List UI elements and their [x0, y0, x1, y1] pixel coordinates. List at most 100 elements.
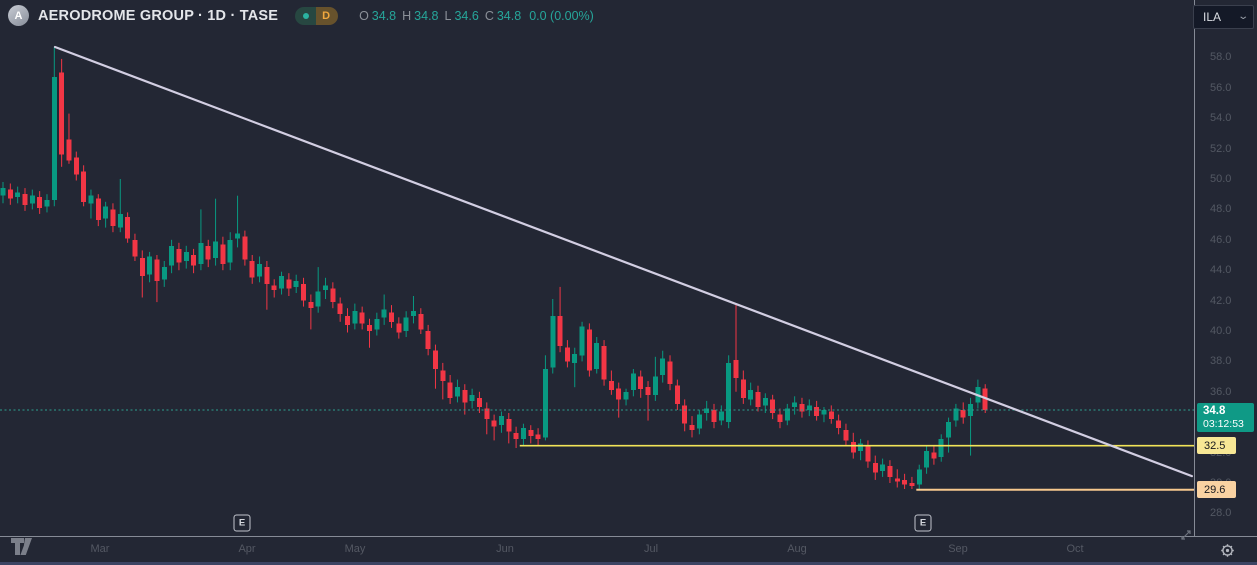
candle-body [696, 414, 702, 429]
candle-body [689, 425, 695, 430]
bar-countdown: 03:12:53 [1203, 417, 1244, 430]
candle-body [638, 376, 644, 389]
candle-body [330, 288, 336, 303]
month-label-apr: Apr [238, 543, 256, 555]
candle-body [828, 411, 834, 420]
earnings-marker[interactable]: E [914, 514, 932, 532]
candle-body [476, 397, 482, 407]
candle-body [718, 411, 724, 421]
candle-body [557, 315, 563, 347]
month-label-jun: Jun [496, 543, 514, 555]
scale-corner-resize-icon[interactable] [1180, 529, 1192, 541]
candle-body [301, 283, 306, 301]
candle-body [293, 280, 299, 287]
candle-body [733, 359, 739, 378]
candle-body [814, 407, 820, 417]
candle-body [22, 194, 28, 205]
candle-body [858, 443, 864, 451]
candle-body [29, 195, 35, 204]
bottom-edge-strip [0, 562, 1257, 565]
month-label-may: May [344, 543, 366, 555]
candle-body [447, 382, 453, 398]
interval-badge[interactable]: D [295, 6, 339, 25]
symbol-title[interactable]: AERODROME GROUP · 1D · TASE [38, 7, 279, 24]
time-scale[interactable]: Mar Apr May Jun Jul Aug Sep Oct [0, 537, 1257, 562]
close-label: C [484, 8, 494, 23]
month-label-jul: Jul [643, 543, 659, 555]
candle-body [220, 244, 226, 265]
candle-body [931, 452, 937, 459]
candle-body [806, 405, 812, 410]
candle-body [315, 291, 321, 307]
candle-body [0, 188, 6, 196]
candle-body [37, 197, 43, 208]
candle-body [73, 157, 79, 175]
symbol-select[interactable]: ILA ⌄ [1193, 5, 1254, 29]
candle-body [792, 402, 798, 407]
candle-body [953, 408, 959, 421]
candle-body [132, 239, 138, 257]
price-tick: 42.0 [1210, 294, 1232, 307]
candle-body [777, 414, 783, 423]
earnings-marker[interactable]: E [233, 514, 251, 532]
candle-body [528, 429, 534, 436]
candle-body [799, 403, 805, 412]
candle-body [909, 483, 915, 486]
candle-body [550, 315, 556, 368]
candle-body [286, 279, 292, 289]
candle-body [630, 373, 636, 391]
candle-body [960, 410, 966, 418]
month-label-oct: Oct [1066, 543, 1084, 555]
candle-body [51, 77, 57, 201]
candle-body [924, 451, 930, 468]
candle-body [95, 198, 101, 220]
low-value: 34.6 [454, 8, 479, 23]
tradingview-logo[interactable] [10, 537, 40, 556]
candle-body [308, 302, 314, 309]
candle-body [938, 438, 944, 458]
close-value: 34.8 [496, 8, 522, 23]
candle-body [7, 189, 13, 199]
candle-body [726, 362, 732, 423]
candle-body [125, 217, 131, 239]
symbol-logo[interactable]: A [8, 5, 29, 26]
candle-body [418, 314, 424, 330]
candle-body [117, 213, 123, 228]
candle-body [440, 370, 446, 382]
candle-body [498, 416, 504, 426]
candle-body [337, 303, 343, 315]
candlestick-chart[interactable] [0, 0, 1194, 537]
candle-body [755, 391, 761, 407]
level-badge-yellow: 32.5 [1197, 437, 1236, 455]
candle-body [711, 410, 717, 423]
candle-body [880, 464, 886, 471]
candle-body [389, 312, 394, 322]
candle-body [784, 408, 790, 421]
candle-body [154, 259, 160, 281]
candle-body [535, 434, 541, 439]
candle-body [147, 256, 153, 275]
ohlc-readout: O 34.8 H 34.8 L 34.6 C 34.8 0.0 (0.00%) [359, 9, 594, 23]
candle-body [740, 379, 746, 398]
candle-body [601, 346, 607, 380]
settings-gear-icon[interactable] [1219, 542, 1236, 564]
high-label: H [402, 8, 412, 23]
candle-body [770, 399, 776, 414]
low-label: L [444, 8, 452, 23]
price-tick: 38.0 [1210, 355, 1232, 368]
candle-body [836, 420, 842, 429]
candle-body [462, 390, 468, 403]
time-axis-separator [0, 536, 1257, 537]
candle-body [279, 276, 284, 289]
candle-body [323, 285, 328, 290]
candle-body [572, 353, 578, 363]
candle-body [257, 264, 263, 277]
descending-trendline [53, 45, 1194, 478]
candle-body [110, 209, 116, 227]
candle-body [748, 390, 754, 400]
price-scale[interactable]: 28.030.032.034.036.038.040.042.044.046.0… [1194, 0, 1257, 537]
candle-body [887, 466, 893, 477]
candle-body [762, 397, 768, 406]
candle-body [586, 329, 592, 371]
chart-header: A AERODROME GROUP · 1D · TASE D O 34.8 H… [8, 5, 594, 26]
